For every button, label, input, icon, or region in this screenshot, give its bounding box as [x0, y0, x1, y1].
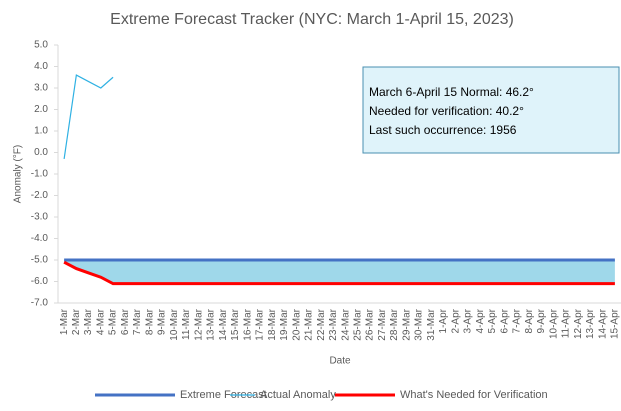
- x-tick-label: 24-Mar: [340, 308, 351, 340]
- x-tick-label: 6-Apr: [499, 308, 510, 333]
- y-tick-label: 5.0: [34, 40, 48, 51]
- x-tick-label: 5-Apr: [487, 308, 498, 333]
- chart-title: Extreme Forecast Tracker (NYC: March 1-A…: [110, 11, 514, 28]
- x-tick-label: 7-Apr: [512, 308, 523, 333]
- x-tick-label: 13-Mar: [206, 308, 217, 340]
- x-tick-label: 11-Apr: [561, 308, 572, 338]
- x-tick-label: 17-Mar: [255, 308, 266, 340]
- x-tick-label: 22-Mar: [316, 308, 327, 340]
- legend-label: Extreme Forecast: [180, 389, 267, 401]
- annotation: Last such occurrence: 1956: [369, 123, 517, 137]
- x-tick-label: 4-Mar: [95, 308, 106, 335]
- x-tick-label: 14-Mar: [218, 308, 229, 340]
- y-tick-label: 4.0: [34, 61, 48, 72]
- fill-between: [64, 260, 615, 284]
- x-tick-label: 18-Mar: [267, 308, 278, 340]
- x-tick-label: 20-Mar: [291, 308, 302, 340]
- y-tick-label: -2.0: [31, 190, 49, 201]
- x-tick-label: 9-Apr: [536, 308, 547, 333]
- x-tick-label: 21-Mar: [304, 308, 315, 340]
- x-tick-label: 12-Apr: [573, 308, 584, 339]
- x-tick-label: 8-Apr: [524, 308, 535, 333]
- x-tick-label: 30-Mar: [414, 308, 425, 340]
- x-tick-label: 15-Apr: [610, 308, 621, 339]
- y-tick-label: 1.0: [34, 126, 48, 137]
- x-tick-label: 28-Mar: [389, 308, 400, 340]
- x-tick-label: 14-Apr: [597, 308, 608, 339]
- x-tick-label: 9-Mar: [157, 308, 168, 335]
- x-tick-label: 10-Apr: [548, 308, 559, 339]
- y-tick-label: -4.0: [31, 233, 49, 244]
- x-tick-label: 10-Mar: [169, 308, 180, 340]
- y-tick-label: -3.0: [31, 212, 49, 223]
- y-tick-label: 2.0: [34, 104, 48, 115]
- y-tick-label: 0.0: [34, 147, 48, 158]
- x-tick-label: 16-Mar: [242, 308, 253, 340]
- x-tick-label: 2-Mar: [71, 308, 82, 335]
- x-tick-label: 12-Mar: [193, 308, 204, 340]
- x-tick-label: 7-Mar: [132, 308, 143, 335]
- legend-label: What's Needed for Verification: [400, 389, 548, 401]
- x-tick-label: 4-Apr: [475, 308, 486, 333]
- y-tick-label: 3.0: [34, 83, 48, 94]
- x-tick-label: 5-Mar: [108, 308, 119, 335]
- x-tick-label: 26-Mar: [365, 308, 376, 340]
- x-tick-label: 25-Mar: [352, 308, 363, 340]
- y-tick-label: -1.0: [31, 169, 49, 180]
- y-tick-label: -6.0: [31, 276, 49, 287]
- x-tick-label: 8-Mar: [144, 308, 155, 335]
- annotation: Needed for verification: 40.2°: [369, 104, 524, 118]
- x-tick-label: 31-Mar: [426, 308, 437, 340]
- x-tick-label: 13-Apr: [585, 308, 596, 339]
- x-tick-label: 1-Mar: [59, 308, 70, 335]
- x-tick-label: 2-Apr: [450, 308, 461, 333]
- x-tick-label: 23-Mar: [328, 308, 339, 340]
- y-tick-label: -7.0: [31, 298, 49, 309]
- y-axis-label: Anomaly (°F): [13, 145, 24, 203]
- x-tick-label: 3-Mar: [83, 308, 94, 335]
- legend-label: Actual Anomaly: [260, 389, 336, 401]
- x-tick-label: 29-Mar: [401, 308, 412, 340]
- x-tick-label: 27-Mar: [377, 308, 388, 340]
- y-tick-label: -5.0: [31, 255, 49, 266]
- annotation-box: [362, 66, 620, 154]
- series-line: [63, 260, 615, 286]
- x-tick-label: 11-Mar: [181, 308, 192, 340]
- x-axis-label: Date: [329, 356, 351, 367]
- x-tick-label: 6-Mar: [120, 308, 131, 335]
- series-line: [63, 74, 114, 160]
- x-tick-label: 19-Mar: [279, 308, 290, 340]
- x-tick-label: 1-Apr: [438, 308, 449, 333]
- x-tick-label: 15-Mar: [230, 308, 241, 340]
- annotation: March 6-April 15 Normal: 46.2°: [369, 85, 534, 99]
- x-tick-label: 3-Apr: [463, 308, 474, 333]
